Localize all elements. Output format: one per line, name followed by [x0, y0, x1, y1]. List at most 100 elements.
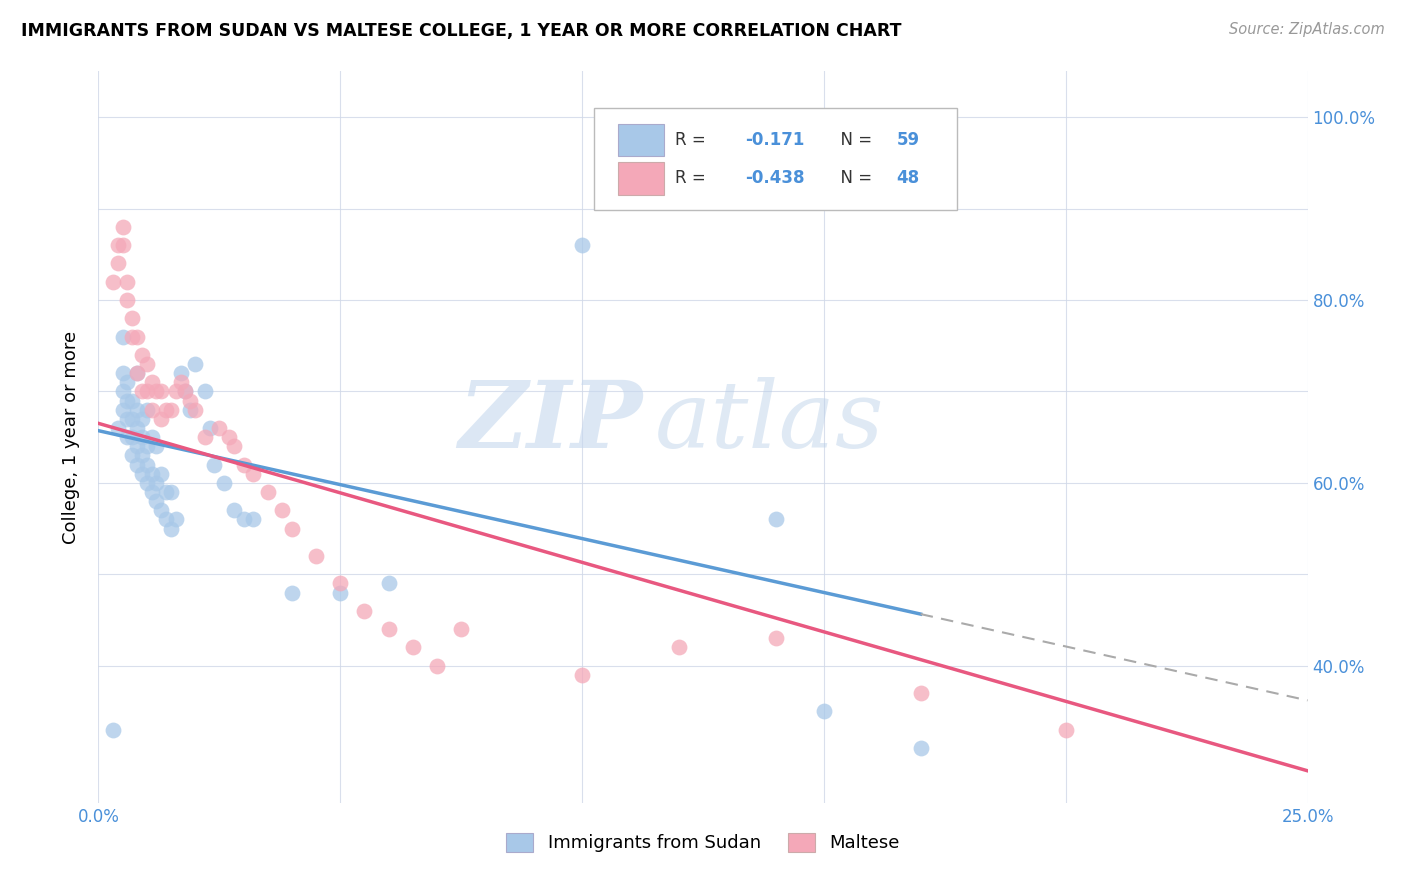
Point	[111, 329, 134, 343]
Point	[131, 348, 153, 362]
Point	[127, 439, 149, 453]
Point	[155, 402, 177, 417]
Point	[121, 329, 143, 343]
Point	[242, 467, 264, 481]
Point	[910, 686, 932, 700]
Text: N =: N =	[830, 169, 877, 187]
Point	[450, 622, 472, 636]
Point	[117, 275, 139, 289]
Point	[111, 366, 134, 380]
Point	[305, 549, 328, 563]
Point	[127, 366, 149, 380]
Point	[107, 256, 129, 270]
Point	[426, 658, 449, 673]
Point	[141, 402, 163, 417]
Point	[121, 311, 143, 326]
Point	[117, 393, 139, 408]
Point	[329, 585, 352, 599]
Point	[174, 384, 197, 399]
Point	[111, 402, 134, 417]
Point	[271, 503, 294, 517]
Text: Source: ZipAtlas.com: Source: ZipAtlas.com	[1229, 22, 1385, 37]
Point	[571, 238, 593, 252]
Point	[150, 384, 173, 399]
Point	[155, 512, 177, 526]
Point	[174, 384, 197, 399]
Text: ZIP: ZIP	[458, 377, 643, 467]
Point	[377, 576, 399, 591]
Point	[165, 384, 187, 399]
Point	[145, 439, 167, 453]
Point	[165, 512, 187, 526]
Point	[150, 411, 173, 425]
Point	[111, 219, 134, 234]
Point	[184, 402, 207, 417]
Point	[353, 604, 375, 618]
Text: atlas: atlas	[655, 377, 884, 467]
FancyBboxPatch shape	[595, 108, 957, 211]
Point	[232, 458, 254, 472]
Point	[765, 632, 787, 646]
Point	[135, 357, 157, 371]
Text: IMMIGRANTS FROM SUDAN VS MALTESE COLLEGE, 1 YEAR OR MORE CORRELATION CHART: IMMIGRANTS FROM SUDAN VS MALTESE COLLEGE…	[21, 22, 901, 40]
Point	[101, 275, 124, 289]
Point	[117, 430, 139, 444]
Point	[111, 238, 134, 252]
Point	[242, 512, 264, 526]
Point	[204, 458, 226, 472]
Point	[402, 640, 425, 655]
Text: 59: 59	[897, 131, 920, 149]
Point	[135, 402, 157, 417]
Point	[127, 366, 149, 380]
Point	[668, 155, 690, 169]
Point	[131, 467, 153, 481]
Point	[212, 475, 235, 490]
Point	[169, 376, 191, 390]
Point	[127, 329, 149, 343]
Legend: Immigrants from Sudan, Maltese: Immigrants from Sudan, Maltese	[499, 826, 907, 860]
Point	[218, 430, 240, 444]
Text: 48: 48	[897, 169, 920, 187]
Point	[127, 421, 149, 435]
Point	[145, 475, 167, 490]
Point	[160, 485, 183, 500]
Point	[135, 458, 157, 472]
Point	[1054, 723, 1077, 737]
Point	[135, 475, 157, 490]
Point	[121, 393, 143, 408]
Point	[121, 449, 143, 463]
Point	[141, 467, 163, 481]
Point	[910, 740, 932, 755]
Point	[160, 402, 183, 417]
Point	[208, 421, 231, 435]
Point	[145, 494, 167, 508]
Point	[179, 393, 201, 408]
Text: R =: R =	[675, 131, 711, 149]
Point	[141, 485, 163, 500]
Point	[160, 521, 183, 535]
Point	[145, 384, 167, 399]
Text: -0.438: -0.438	[745, 169, 804, 187]
Point	[150, 503, 173, 517]
Point	[281, 521, 304, 535]
Point	[121, 430, 143, 444]
Point	[765, 512, 787, 526]
Point	[377, 622, 399, 636]
Point	[222, 503, 245, 517]
Text: R =: R =	[675, 169, 711, 187]
Point	[194, 430, 217, 444]
Point	[127, 458, 149, 472]
Point	[117, 411, 139, 425]
Point	[111, 384, 134, 399]
Point	[198, 421, 221, 435]
Point	[131, 411, 153, 425]
Point	[155, 485, 177, 500]
Point	[329, 576, 352, 591]
Point	[141, 430, 163, 444]
FancyBboxPatch shape	[619, 124, 664, 156]
Point	[150, 467, 173, 481]
Point	[131, 430, 153, 444]
Point	[107, 421, 129, 435]
Point	[107, 238, 129, 252]
Point	[281, 585, 304, 599]
